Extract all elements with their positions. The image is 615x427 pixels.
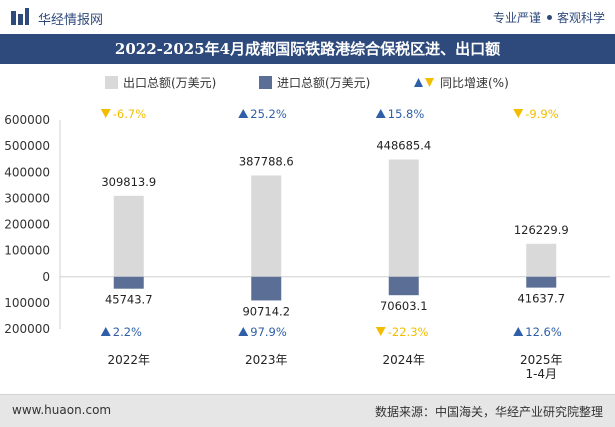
data-source: 数据来源：中国海关，华经产业研究院整理 [374, 405, 603, 419]
y-tick-label: 600000 [4, 113, 50, 127]
y-axis: 600000 500000 400000 300000 200000 100000 0 100… [4, 113, 50, 336]
top-bar: 华经情报网 专业严谨 客观科学 [0, 0, 615, 34]
y-tick-label: 300000 [4, 191, 50, 205]
import-value-label: 90714.2 [242, 304, 290, 318]
y-tick-label: 100000 [4, 296, 50, 310]
legend-import[interactable]: 进口总额(万美元) [259, 72, 370, 92]
legend-export-label: 出口总额(万美元) [123, 75, 217, 90]
export-growth: 15.8% [375, 107, 425, 121]
y-tick-label: 400000 [4, 165, 50, 179]
growth-value-label: 15.8% [388, 107, 425, 121]
export-growth: 25.2% [238, 107, 287, 121]
growth-value-label: 12.6% [525, 325, 562, 339]
legend-growth-label: 同比增速(%) [440, 75, 509, 90]
export-value-label: 126229.9 [514, 223, 569, 237]
import-growth: 97.9% [238, 325, 287, 339]
legend: 出口总额(万美元) 进口总额(万美元) 同比增速(%) [0, 72, 615, 92]
down-arrow-icon [375, 327, 386, 336]
tagline: 专业严谨 客观科学 [493, 9, 605, 26]
export-growth: -6.7% [100, 107, 146, 121]
x-category-label: 1-4月 [525, 367, 557, 381]
import-bar [251, 276, 282, 301]
growth-value-label: -9.9% [525, 107, 558, 121]
import-bar [113, 276, 144, 289]
legend-growth[interactable]: 同比增速(%) [413, 72, 509, 92]
down-arrow-icon [513, 109, 524, 118]
growth-value-label: -6.7% [113, 107, 146, 121]
title-bar: 2022-2025年4月成都国际铁路港综合保税区进、出口额 [0, 34, 615, 64]
import-value-label: 45743.7 [105, 293, 153, 307]
y-tick-label: 500000 [4, 139, 50, 153]
growth-value-label: -22.3% [388, 325, 429, 339]
growth-value-label: 2.2% [113, 325, 142, 339]
x-category-label: 2023年 [245, 353, 288, 367]
y-tick-label: 200000 [4, 322, 50, 336]
growth-value-label: 97.9% [250, 325, 287, 339]
export-bar [113, 195, 144, 277]
up-arrow-icon [513, 327, 524, 336]
import-growth: -22.3% [375, 325, 429, 339]
up-arrow-icon [375, 109, 386, 118]
export-bar [251, 175, 282, 277]
import-growth: 2.2% [100, 325, 142, 339]
up-arrow-icon [238, 109, 249, 118]
import-bar [526, 276, 557, 288]
export-bar [526, 243, 557, 277]
export-value-label: 448685.4 [376, 139, 431, 153]
growth-arrows-icon [414, 78, 434, 87]
y-tick-label: 100000 [4, 244, 50, 258]
bar-chart-logo-icon [11, 8, 29, 25]
value-labels: 309813.9 45743.7 387788.6 90714.2 448685.4 70… [101, 139, 568, 319]
y-tick-label: 0 [42, 270, 50, 284]
legend-export[interactable]: 出口总额(万美元) [105, 72, 216, 92]
bars [113, 159, 557, 301]
x-category-label: 2022年 [107, 353, 150, 367]
growth-value-label: 25.2% [250, 107, 287, 121]
chart-title: 2022-2025年4月成都国际铁路港综合保税区进、出口额 [114, 40, 501, 58]
growth-labels: -6.7% 2.2% 25.2% 97.9% 15.8% -22.3% -9.9% 12.6% [100, 107, 562, 339]
import-bar [388, 276, 419, 296]
y-tick-label: 200000 [4, 218, 50, 232]
dot-separator-icon [546, 15, 552, 20]
legend-import-label: 进口总额(万美元) [277, 75, 371, 90]
down-arrow-icon [100, 109, 111, 118]
import-swatch-icon [259, 75, 272, 89]
up-arrow-icon [238, 327, 249, 336]
up-arrow-icon [100, 327, 111, 336]
import-value-label: 70603.1 [380, 299, 428, 313]
export-growth: -9.9% [513, 107, 559, 121]
export-value-label: 387788.6 [239, 154, 294, 168]
x-category-label: 2024年 [382, 353, 425, 367]
export-swatch-icon [105, 75, 118, 89]
export-bar [388, 159, 419, 277]
import-value-label: 41637.7 [517, 292, 565, 306]
brand-name[interactable]: 华经情报网 [38, 13, 104, 28]
x-category-label: 2025年 [520, 353, 563, 367]
tagline-left: 专业严谨 [492, 11, 541, 25]
import-growth: 12.6% [513, 325, 562, 339]
tagline-right: 客观科学 [556, 11, 605, 25]
footer: www.huaon.com 数据来源：中国海关，华经产业研究院整理 [0, 394, 615, 427]
website-link[interactable]: www.huaon.com [12, 403, 112, 417]
export-value-label: 309813.9 [101, 175, 156, 189]
